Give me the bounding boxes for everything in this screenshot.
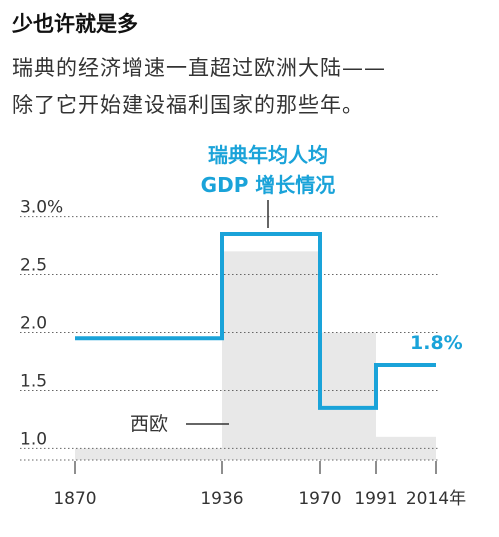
y-tick-label-1: 1.5: [20, 371, 47, 391]
y-tick-label-0: 1.0: [20, 429, 47, 449]
line-sweden: [75, 231, 436, 410]
y-tick-label-2: 2.0: [20, 314, 47, 334]
bar-western-europe-2: [320, 332, 376, 460]
bar-western-europe-1: [222, 251, 320, 460]
sweden-label-line-1: 瑞典年均人均: [208, 143, 328, 167]
subtitle-line-2: 除了它开始建设福利国家的那些年。: [12, 93, 364, 117]
page-subtitle: 瑞典的经济增速一直超过欧洲大陆—— 除了它开始建设福利国家的那些年。: [12, 50, 492, 124]
x-tick-label-0: 1870: [53, 489, 96, 509]
y-tick-label-4: 3.0%: [20, 198, 63, 218]
bar-western-europe-3: [376, 436, 436, 460]
x-tick-label-3: 1991: [354, 489, 397, 509]
sweden-end-value-label: 1.8%: [410, 332, 463, 354]
x-tick-label-4: 2014年: [406, 489, 466, 509]
bar-western-europe-0: [75, 448, 222, 460]
subtitle-line-1: 瑞典的经济增速一直超过欧洲大陆——: [12, 56, 386, 80]
x-axis: 1870 1936 1970 1991 2014年: [53, 461, 466, 509]
sweden-step-line: [75, 231, 436, 410]
y-axis-tick-labels: 1.0 1.5 2.0 2.5 3.0%: [20, 198, 63, 450]
western-europe-bars: [75, 251, 436, 460]
sweden-label-line-2: GDP 增长情况: [201, 173, 336, 197]
page-title: 少也许就是多: [12, 12, 138, 36]
x-tick-label-2: 1970: [298, 489, 341, 509]
annotations: 瑞典年均人均 GDP 增长情况 1.8% 西欧: [130, 143, 463, 435]
y-tick-label-3: 2.5: [20, 256, 47, 276]
x-tick-label-1: 1936: [200, 489, 243, 509]
western-europe-label: 西欧: [130, 413, 168, 435]
